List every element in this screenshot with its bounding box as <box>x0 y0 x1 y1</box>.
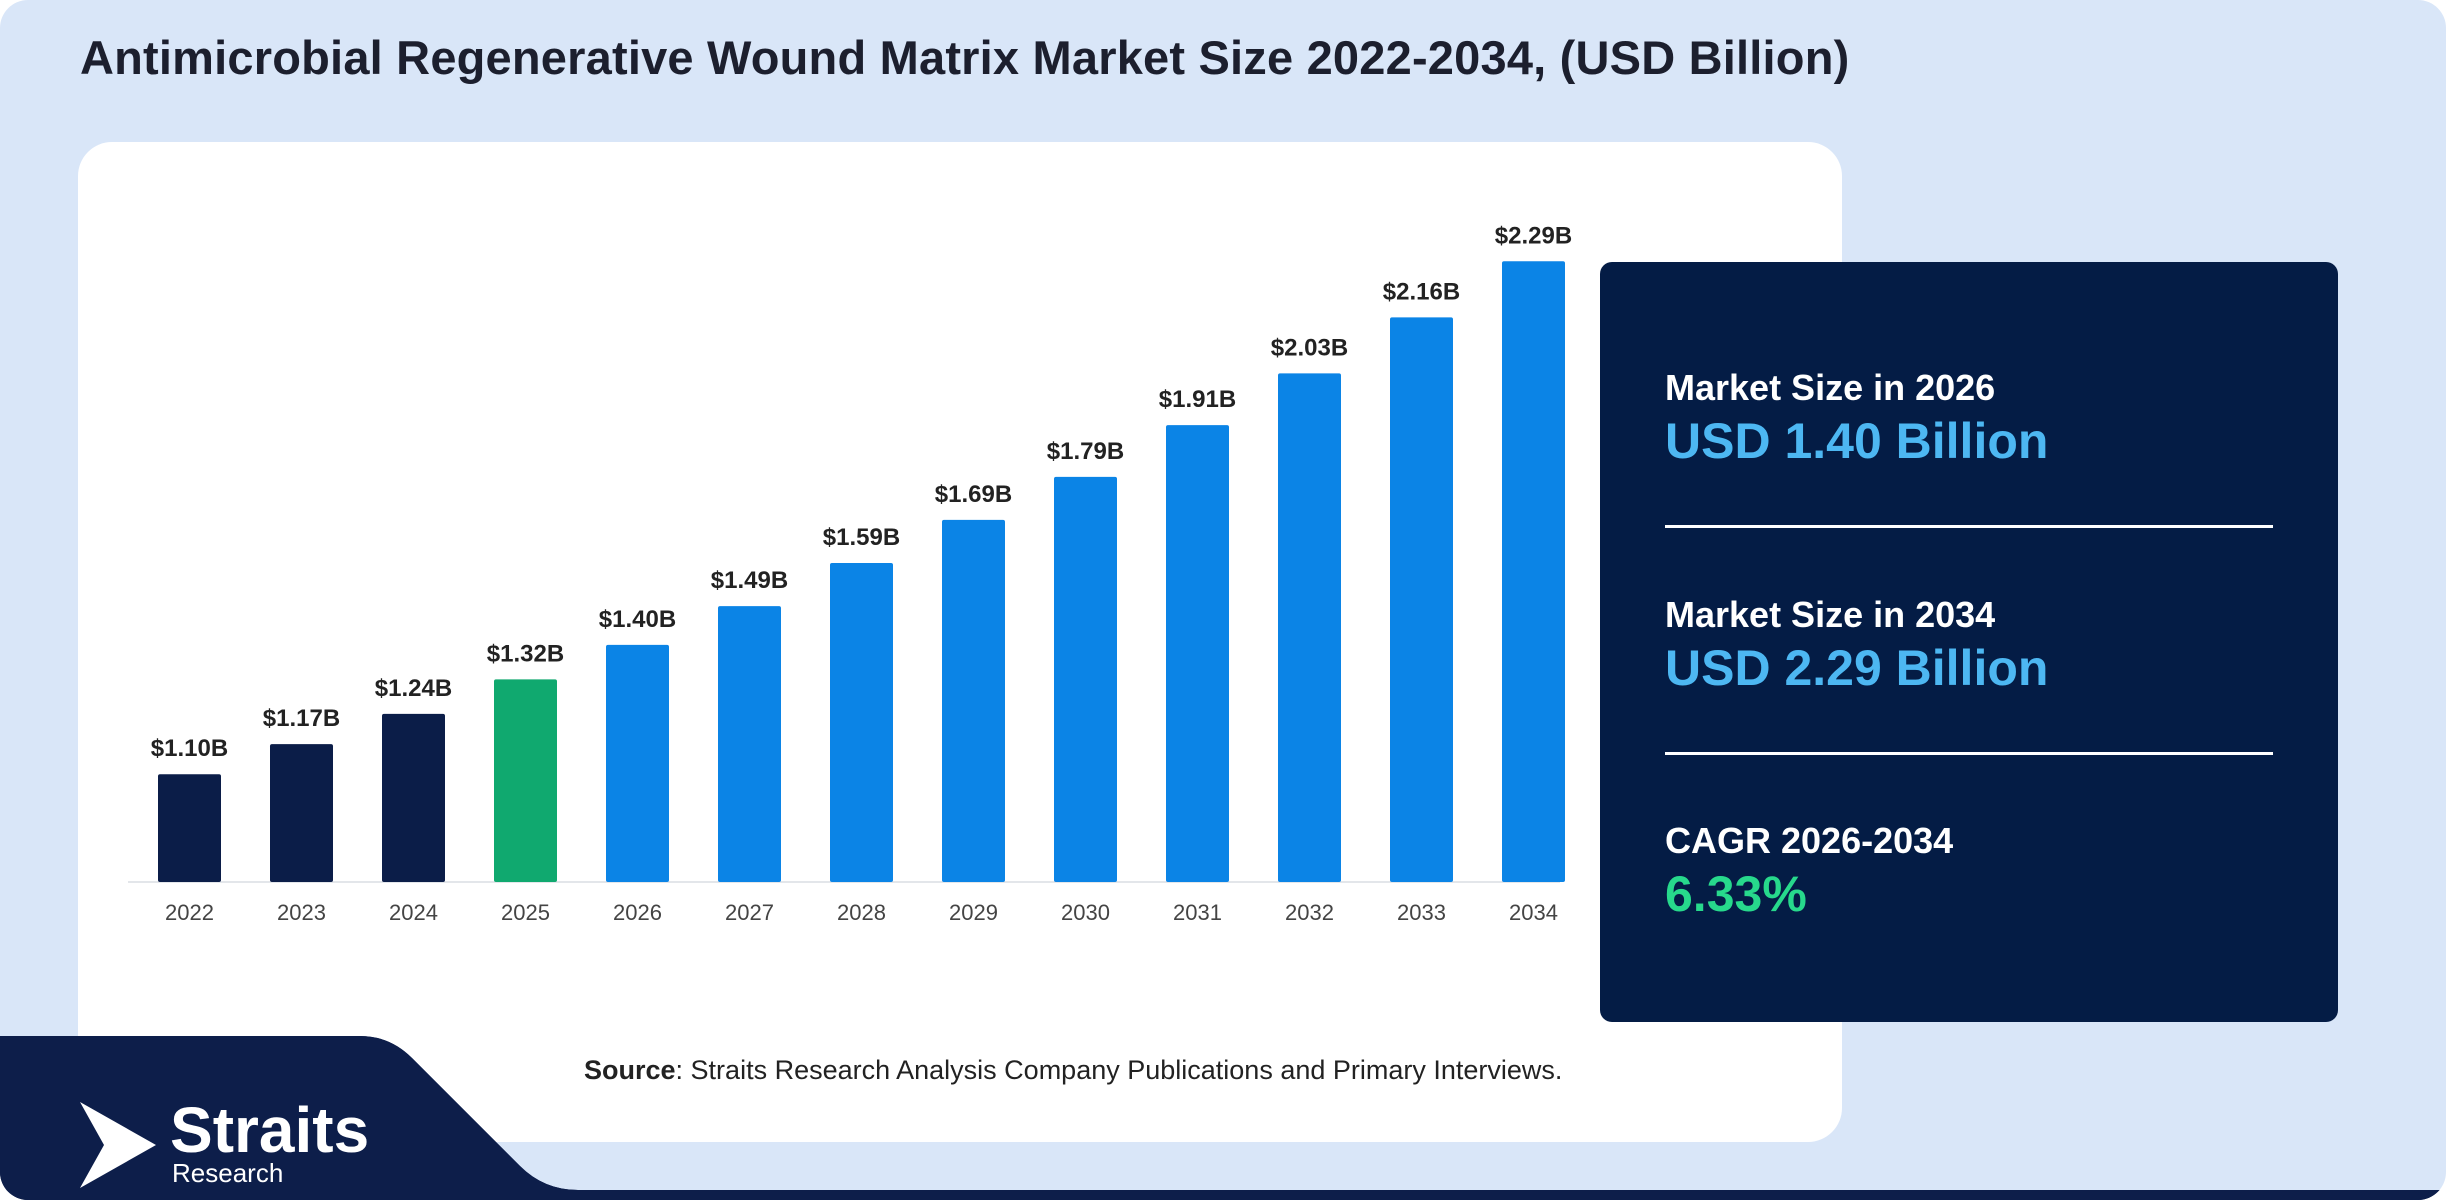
source-text: : Straits Research Analysis Company Publ… <box>675 1055 1563 1085</box>
bar-2022 <box>158 774 221 882</box>
x-tick-label-2024: 2024 <box>389 900 438 925</box>
straits-logo-icon <box>80 1102 156 1188</box>
bar-2023 <box>270 744 333 882</box>
data-label-2033: $2.16B <box>1383 278 1460 305</box>
cagr-label: CAGR 2026-2034 <box>1665 820 1954 861</box>
data-label-2029: $1.69B <box>935 481 1012 508</box>
data-label-2030: $1.79B <box>1047 438 1124 465</box>
data-label-2027: $1.49B <box>711 567 788 594</box>
data-label-2031: $1.91B <box>1159 386 1236 413</box>
x-tick-label-2027: 2027 <box>725 900 774 925</box>
source-note: Source: Straits Research Analysis Compan… <box>584 1055 1562 1086</box>
x-tick-label-2023: 2023 <box>277 900 326 925</box>
data-label-2023: $1.17B <box>263 705 340 732</box>
logo-subtitle: Research <box>172 1158 284 1188</box>
x-tick-label-2033: 2033 <box>1397 900 1446 925</box>
cagr-value: 6.33% <box>1665 866 1807 922</box>
bar-chart: $1.10B 2022 $1.17B 2023 $1.24B 2024 $1.32B 2025… <box>128 222 1572 925</box>
data-label-2028: $1.59B <box>823 524 900 551</box>
data-label-2034: $2.29B <box>1495 222 1572 249</box>
x-tick-label-2034: 2034 <box>1509 900 1558 925</box>
x-tick-label-2028: 2028 <box>837 900 886 925</box>
x-tick-label-2022: 2022 <box>165 900 214 925</box>
bar-2026 <box>606 644 669 882</box>
market-size-2034-value: USD 2.29 Billion <box>1665 640 2049 696</box>
x-tick-label-2026: 2026 <box>613 900 662 925</box>
source-label: Source <box>584 1055 676 1085</box>
x-tick-label-2030: 2030 <box>1061 900 1110 925</box>
stats-divider <box>1665 525 2273 528</box>
bar-2028 <box>830 563 893 882</box>
data-label-2024: $1.24B <box>375 675 452 702</box>
market-size-2026-value: USD 1.40 Billion <box>1665 413 2049 469</box>
data-label-2032: $2.03B <box>1271 334 1348 361</box>
data-label-2025: $1.32B <box>487 640 564 667</box>
bar-2033 <box>1390 317 1453 882</box>
stats-panel: Market Size in 2026 USD 1.40 Billion Mar… <box>1600 262 2338 1022</box>
x-tick-label-2032: 2032 <box>1285 900 1334 925</box>
logo-name: Straits <box>170 1094 370 1166</box>
data-label-2026: $1.40B <box>599 606 676 633</box>
data-label-2022: $1.10B <box>151 735 228 762</box>
bar-2030 <box>1054 476 1117 882</box>
bar-2027 <box>718 606 781 882</box>
bar-2024 <box>382 713 445 882</box>
page-title: Antimicrobial Regenerative Wound Matrix … <box>80 31 1850 84</box>
bar-2029 <box>942 519 1005 882</box>
x-tick-label-2031: 2031 <box>1173 900 1222 925</box>
bar-2032 <box>1278 373 1341 882</box>
bar-2025 <box>494 679 557 882</box>
stats-divider <box>1665 752 2273 755</box>
market-size-2034-label: Market Size in 2034 <box>1665 594 1996 635</box>
x-tick-label-2029: 2029 <box>949 900 998 925</box>
bar-2031 <box>1166 425 1229 882</box>
x-tick-label-2025: 2025 <box>501 900 550 925</box>
bar-2034 <box>1502 261 1565 882</box>
chart-card: $1.10B 2022 $1.17B 2023 $1.24B 2024 $1.32B 2025… <box>78 142 1842 1142</box>
market-size-2026-label: Market Size in 2026 <box>1665 367 1996 408</box>
